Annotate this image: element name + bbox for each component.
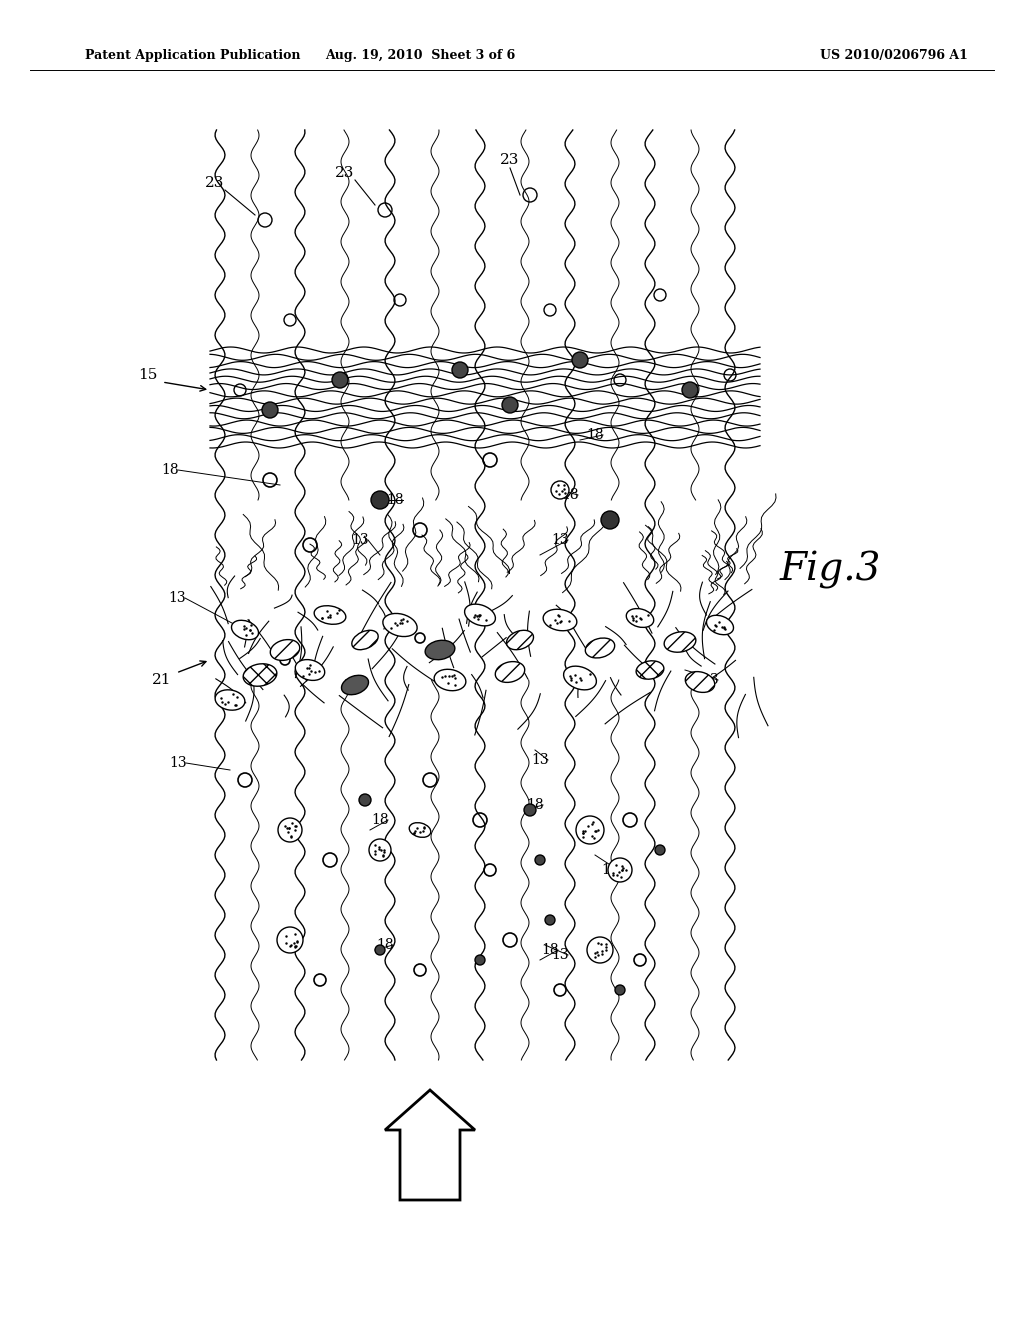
- Text: 23: 23: [206, 176, 224, 190]
- Ellipse shape: [434, 669, 466, 690]
- Ellipse shape: [627, 609, 653, 627]
- Ellipse shape: [543, 610, 577, 631]
- Text: 13: 13: [351, 533, 369, 546]
- Text: 18: 18: [386, 492, 403, 507]
- Circle shape: [278, 927, 303, 953]
- Text: 18: 18: [526, 799, 544, 812]
- Text: 23: 23: [501, 153, 520, 168]
- Circle shape: [551, 480, 569, 499]
- Ellipse shape: [383, 614, 417, 636]
- Ellipse shape: [636, 661, 664, 680]
- Ellipse shape: [215, 690, 245, 710]
- Text: 18: 18: [542, 942, 559, 957]
- Circle shape: [502, 397, 518, 413]
- Text: Fig.3: Fig.3: [780, 550, 882, 589]
- Circle shape: [371, 491, 389, 510]
- Ellipse shape: [352, 630, 378, 649]
- Circle shape: [359, 795, 371, 807]
- Circle shape: [278, 818, 302, 842]
- Text: US 2010/0206796 A1: US 2010/0206796 A1: [820, 49, 968, 62]
- Circle shape: [262, 403, 278, 418]
- Circle shape: [601, 511, 618, 529]
- Text: Aug. 19, 2010  Sheet 3 of 6: Aug. 19, 2010 Sheet 3 of 6: [325, 49, 515, 62]
- Circle shape: [375, 945, 385, 954]
- Text: 13: 13: [701, 673, 719, 686]
- Ellipse shape: [314, 606, 346, 624]
- Text: Patent Application Publication: Patent Application Publication: [85, 49, 300, 62]
- Ellipse shape: [665, 632, 696, 652]
- Ellipse shape: [586, 638, 614, 657]
- Circle shape: [369, 840, 391, 861]
- Ellipse shape: [425, 640, 455, 660]
- Text: 23: 23: [335, 166, 354, 180]
- Ellipse shape: [685, 672, 715, 693]
- Circle shape: [535, 855, 545, 865]
- Circle shape: [572, 352, 588, 368]
- Circle shape: [575, 816, 604, 843]
- Text: 13: 13: [551, 533, 568, 546]
- Ellipse shape: [341, 676, 369, 694]
- Text: 18: 18: [376, 939, 394, 952]
- FancyArrow shape: [385, 1090, 475, 1200]
- Text: 13: 13: [601, 863, 618, 876]
- Ellipse shape: [410, 822, 431, 837]
- Circle shape: [655, 845, 665, 855]
- Text: 18: 18: [561, 488, 579, 502]
- Text: 15: 15: [138, 368, 158, 381]
- Text: 13: 13: [169, 756, 186, 770]
- Ellipse shape: [563, 667, 596, 690]
- Circle shape: [615, 985, 625, 995]
- Ellipse shape: [507, 630, 534, 649]
- Circle shape: [682, 381, 698, 399]
- Circle shape: [608, 858, 632, 882]
- Ellipse shape: [231, 620, 258, 640]
- Text: 18: 18: [161, 463, 179, 477]
- Text: 13: 13: [551, 948, 568, 962]
- Circle shape: [545, 915, 555, 925]
- Ellipse shape: [243, 664, 276, 686]
- Circle shape: [587, 937, 613, 964]
- Ellipse shape: [465, 605, 496, 626]
- Ellipse shape: [707, 615, 733, 635]
- Circle shape: [332, 372, 348, 388]
- Text: 13: 13: [168, 591, 185, 605]
- Text: 18: 18: [586, 428, 604, 442]
- Ellipse shape: [270, 640, 300, 660]
- Circle shape: [475, 954, 485, 965]
- Circle shape: [524, 804, 536, 816]
- Text: 18: 18: [371, 813, 389, 828]
- Circle shape: [452, 362, 468, 378]
- Ellipse shape: [496, 661, 524, 682]
- Text: 21: 21: [153, 673, 172, 686]
- Text: 13: 13: [531, 752, 549, 767]
- Ellipse shape: [295, 660, 325, 680]
